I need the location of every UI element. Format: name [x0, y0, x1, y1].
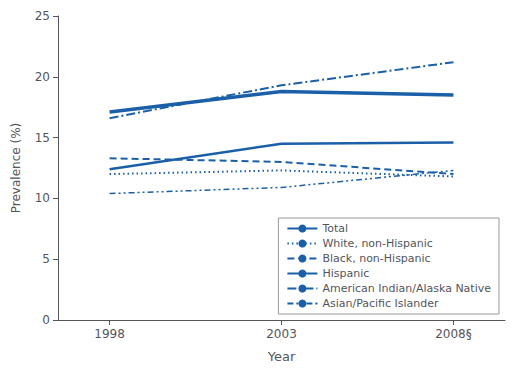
svg-text:White, non-Hispanic: White, non-Hispanic — [322, 237, 432, 250]
svg-text:1998: 1998 — [94, 327, 125, 341]
svg-text:Prevalence (%): Prevalence (%) — [9, 123, 23, 213]
svg-text:0: 0 — [42, 313, 50, 327]
svg-text:2008§: 2008§ — [435, 327, 472, 341]
svg-text:25: 25 — [35, 9, 50, 23]
svg-text:2003: 2003 — [266, 327, 297, 341]
svg-text:5: 5 — [42, 252, 50, 266]
svg-text:American Indian/Alaska Native: American Indian/Alaska Native — [322, 282, 491, 295]
svg-text:Asian/Pacific Islander: Asian/Pacific Islander — [322, 297, 439, 310]
svg-text:15: 15 — [35, 131, 50, 145]
svg-text:Year: Year — [267, 349, 296, 364]
svg-text:Black, non-Hispanic: Black, non-Hispanic — [322, 252, 430, 265]
svg-text:10: 10 — [35, 191, 50, 205]
svg-text:Total: Total — [321, 222, 348, 235]
svg-text:20: 20 — [35, 70, 50, 84]
svg-text:Hispanic: Hispanic — [322, 267, 369, 280]
